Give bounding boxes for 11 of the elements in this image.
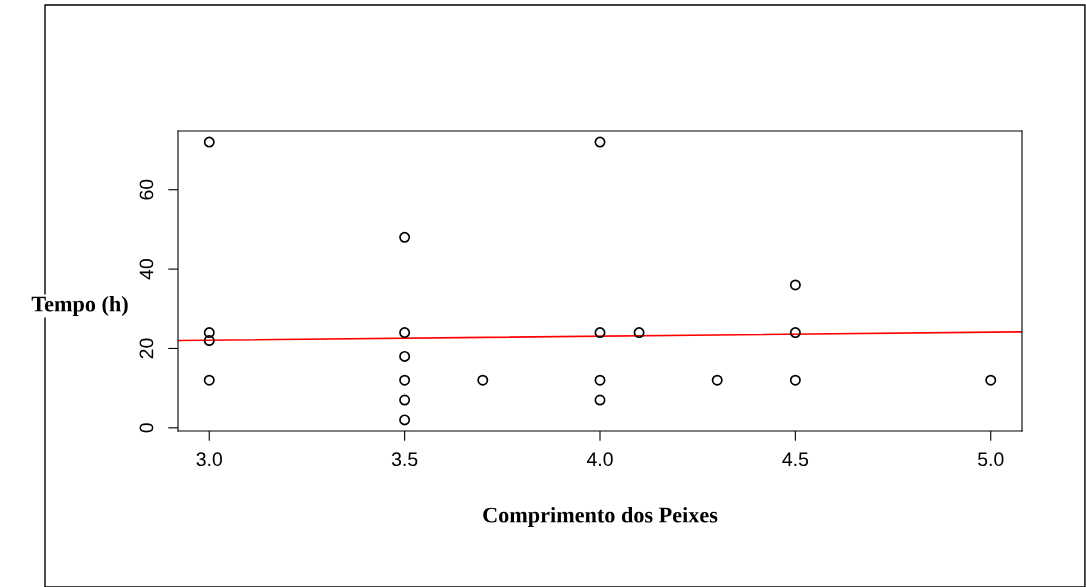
y-tick-label: 60 [139, 179, 154, 200]
x-tick-label: 3.0 [196, 452, 223, 467]
y-axis-title: Tempo (h) [31, 295, 128, 317]
y-tick-label: 40 [139, 259, 154, 280]
x-tick-label: 4.0 [586, 452, 613, 467]
x-tick-label: 5.0 [978, 452, 1004, 467]
x-axis-title: Comprimento dos Peixes [483, 506, 718, 528]
x-tick-label: 3.5 [391, 452, 418, 467]
x-tick-label: 4.5 [782, 452, 809, 467]
y-tick-label: 20 [139, 338, 154, 359]
y-tick-label: 0 [139, 423, 154, 433]
